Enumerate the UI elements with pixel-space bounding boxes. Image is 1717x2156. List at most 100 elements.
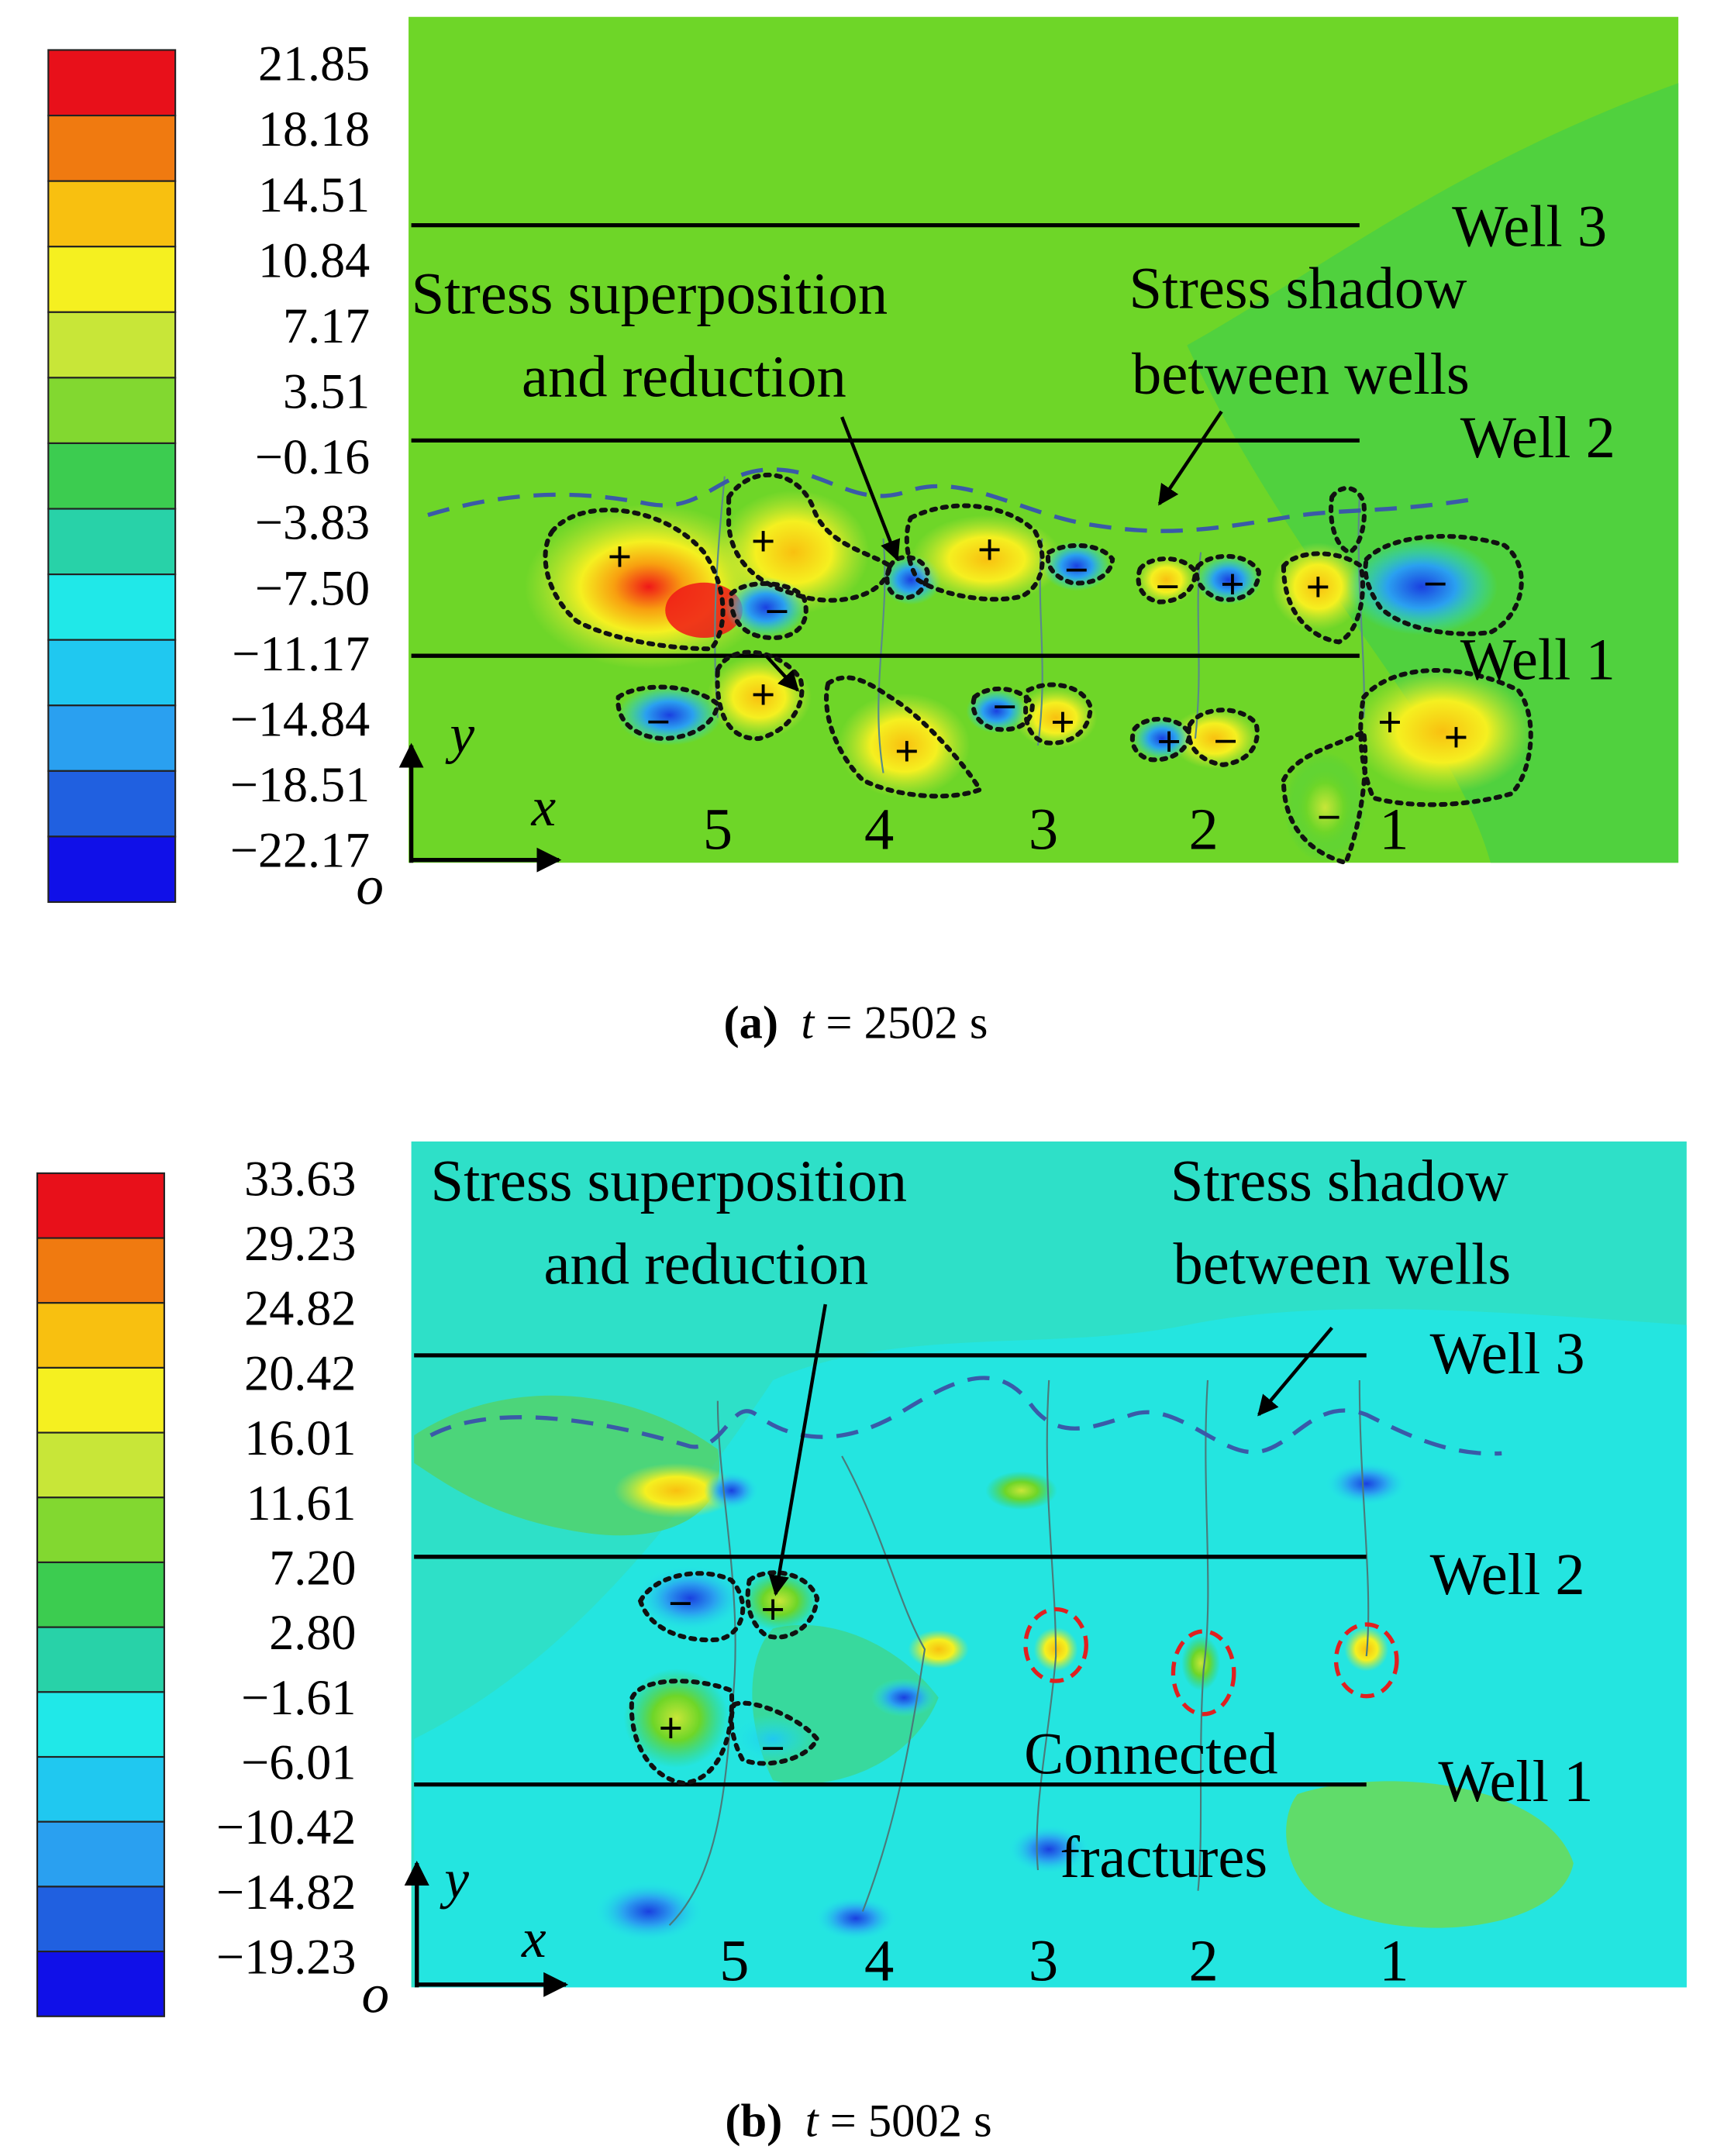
fracture-numbers-b: 5 4 3 2 1 xyxy=(719,1927,1408,1993)
colorbar-b-label: 29.23 xyxy=(244,1216,356,1271)
axes-b: y x o xyxy=(362,1850,569,2024)
fracture-number-b: 4 xyxy=(864,1927,894,1993)
lobe xyxy=(593,1881,705,1942)
colorbar-b: 33.63 29.23 24.82 20.42 16.01 11.61 7.20 2.80 −1… xyxy=(36,1151,357,2017)
well-1-label-b: Well 1 xyxy=(1438,1748,1593,1814)
annotation-shadow-line1-b: Stress shadow xyxy=(1171,1148,1508,1214)
lobe xyxy=(814,1896,898,1941)
sign-label-a: − xyxy=(1064,548,1088,594)
annotation-shadow-line2-a: between wells xyxy=(1132,341,1470,407)
fracture-number-a: 4 xyxy=(864,796,894,862)
colorbar-a-label: −22.17 xyxy=(230,823,370,878)
colorbar-b-label: 20.42 xyxy=(244,1345,356,1400)
annotations-a: Stress superposition and reduction Stres… xyxy=(412,193,1615,692)
lobe xyxy=(741,1570,819,1631)
sign-label-a: + xyxy=(751,672,775,718)
sign-label-a: − xyxy=(993,684,1017,730)
panel-b: 33.6329.2324.8220.4216.0111.617.202.80−1… xyxy=(36,1141,1687,2147)
colorbar-b-label: −6.01 xyxy=(241,1735,356,1790)
sign-label-a: + xyxy=(751,518,775,564)
caption-b-letter: (b) xyxy=(725,2096,782,2147)
axis-y-label-a: y xyxy=(445,704,474,765)
arrow-superposition-a2 xyxy=(764,654,799,692)
colorbar-b-label: −1.61 xyxy=(241,1670,356,1725)
arrow-shadow-a xyxy=(1157,410,1223,506)
lobe xyxy=(1195,555,1262,605)
annotation-connected-line2: fractures xyxy=(1060,1824,1267,1890)
sign-label-a: − xyxy=(1214,718,1238,764)
sign-label-b: + xyxy=(659,1705,683,1751)
caption-b: (b) t = 5002 s xyxy=(725,2096,991,2147)
connected-marker-2 xyxy=(1171,1629,1236,1717)
annotation-arrows-b xyxy=(768,1304,1333,1596)
fracture-number-b: 3 xyxy=(1029,1927,1058,1993)
colorbar-b-cell xyxy=(36,1951,165,2017)
colorbar-b-cell xyxy=(36,1431,165,1499)
contour-regions-a xyxy=(543,472,1533,866)
annotation-superposition-line1-a: Stress superposition xyxy=(412,261,888,327)
colorbar-b-cell xyxy=(36,1691,165,1758)
sign-label-a: + xyxy=(895,728,919,774)
sign-label-a: + xyxy=(1306,564,1330,610)
sign-label-a: + xyxy=(1377,699,1402,745)
colorbar-b-label: −14.82 xyxy=(216,1865,356,1920)
colorbar-a-cell xyxy=(47,311,177,379)
annotation-shadow-line2-b: between wells xyxy=(1173,1231,1511,1297)
connected-fracture-markers xyxy=(1023,1607,1399,1717)
contour-regions-b xyxy=(629,1570,820,1786)
sign-label-b: + xyxy=(761,1586,785,1632)
arrow-superposition-a xyxy=(840,416,901,562)
colorbar-b-cell xyxy=(36,1820,165,1888)
stress-shadow-boundary-b xyxy=(429,1376,1502,1456)
arrow-superposition-b xyxy=(768,1304,827,1596)
arrow-shadow-b xyxy=(1257,1326,1333,1417)
caption-a-letter: (a) xyxy=(723,997,778,1049)
colorbar-a-label: −14.84 xyxy=(230,691,370,746)
axis-x-label-a: x xyxy=(531,777,557,838)
colorbar-b-cell xyxy=(36,1626,165,1693)
fracture-number-a: 5 xyxy=(703,796,733,862)
colorbar-a-label: 7.17 xyxy=(283,298,370,353)
lobe xyxy=(1132,716,1193,761)
field-region-a-right xyxy=(1187,83,1679,863)
lobe xyxy=(1352,669,1533,794)
axis-y-label-b: y xyxy=(440,1850,469,1910)
colorbar-b-label: 7.20 xyxy=(269,1540,356,1595)
colorbar-b-label: 11.61 xyxy=(247,1476,357,1531)
sign-label-a: + xyxy=(977,527,1002,573)
colorbar-a-cell xyxy=(47,377,177,445)
axis-origin-label-a: o xyxy=(356,856,384,917)
stress-field-a: + +−++−+−+−− + + −+ − +−+ xyxy=(409,16,1679,866)
colorbar-a-label: 18.18 xyxy=(258,102,370,157)
annotation-shadow-line1-a: Stress shadow xyxy=(1129,255,1467,321)
colorbar-a-label: −11.17 xyxy=(232,626,370,681)
axis-x-label-b: x xyxy=(521,1909,546,1969)
fracture-number-a: 1 xyxy=(1379,796,1408,862)
sign-label-a: − xyxy=(765,589,789,635)
colorbar-b-cell xyxy=(36,1496,165,1564)
fracture-number-b: 2 xyxy=(1188,1927,1218,1993)
colorbar-a-label: −7.50 xyxy=(255,560,370,615)
colorbar-a-label: 21.85 xyxy=(258,36,370,91)
colorbar-b-cell xyxy=(36,1302,165,1369)
colorbar-a-cell xyxy=(47,49,177,117)
lobe xyxy=(911,515,1064,604)
colorbar-b-label: 24.82 xyxy=(244,1281,356,1336)
colorbar-b-label: 33.63 xyxy=(244,1151,356,1206)
annotation-superposition-line2-a: and reduction xyxy=(522,343,846,409)
fracture-number-a: 2 xyxy=(1188,796,1218,862)
field-region-b-green2 xyxy=(1286,1781,1574,1928)
panel-a: 21.85 18.18 14.51 10.84 7.17 3.51 −0.16 −3.83 −7… xyxy=(47,16,1679,1049)
annotation-superposition-line1-b: Stress superposition xyxy=(431,1148,908,1214)
sign-labels-a: + +−++−+−+−− + + −+ − +−+ xyxy=(608,518,1468,840)
caption-a: (a) t = 2502 s xyxy=(723,997,988,1049)
colorbar-a-cell xyxy=(47,246,177,313)
lobe xyxy=(616,684,722,746)
colorbar-a-cell xyxy=(47,115,177,182)
axis-origin-label-b: o xyxy=(362,1964,390,2024)
colorbar-a-label: 14.51 xyxy=(258,167,370,222)
caption-b-var: t xyxy=(805,2096,820,2147)
sign-label-a: − xyxy=(1156,564,1180,610)
stress-field-b: − + + − xyxy=(411,1141,1687,1988)
lobe xyxy=(704,1471,760,1510)
